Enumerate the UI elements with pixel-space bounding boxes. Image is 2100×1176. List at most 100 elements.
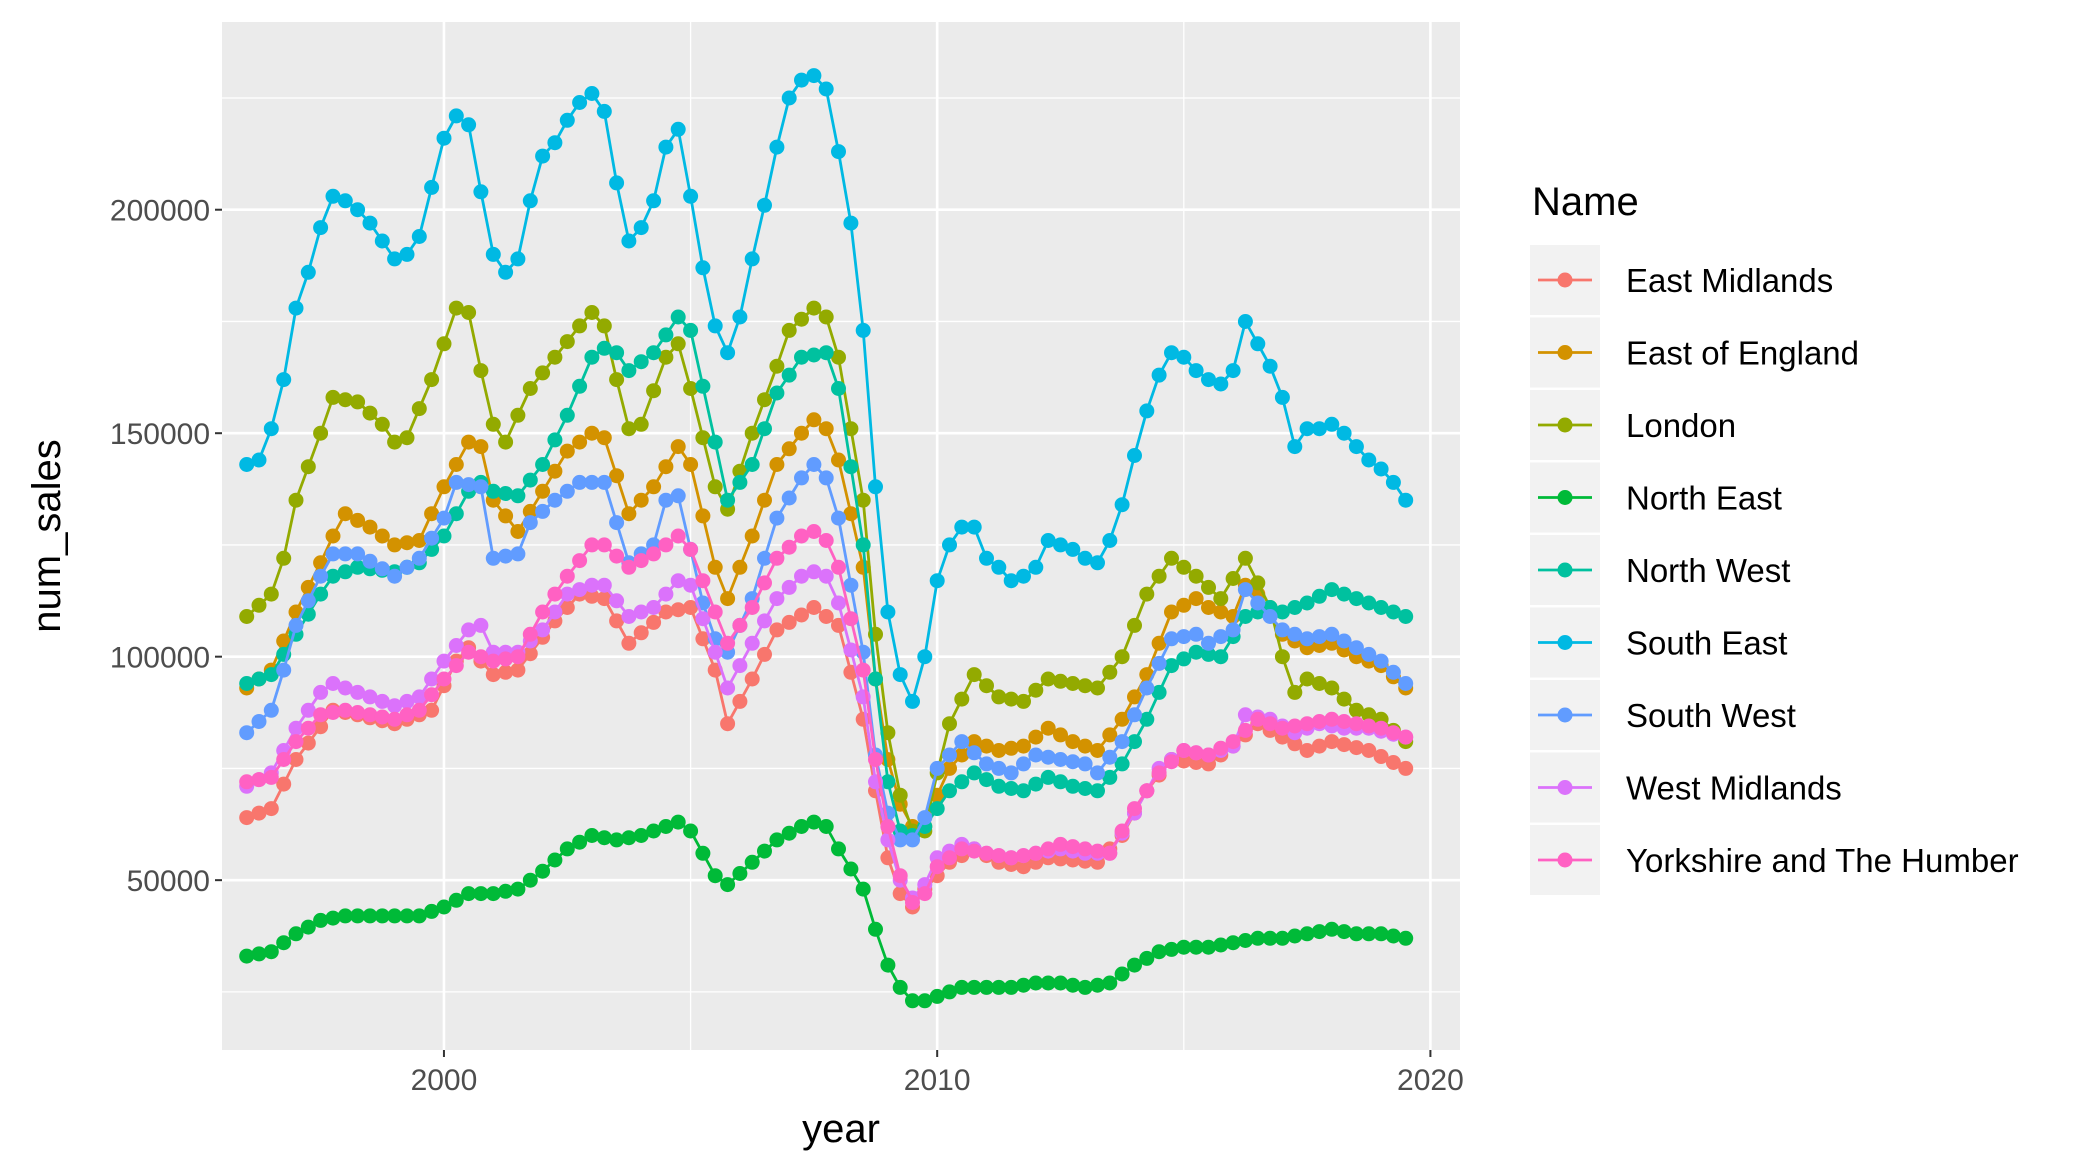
data-point-south-east <box>646 193 662 209</box>
data-point-london <box>942 716 957 732</box>
data-point-south-east <box>868 479 883 495</box>
data-point-north-east <box>399 908 415 924</box>
data-point-east-midlands <box>1336 737 1352 753</box>
data-point-east-of-england <box>1127 689 1142 705</box>
data-point-london <box>806 300 822 316</box>
data-point-west-midlands <box>325 676 341 691</box>
data-point-london <box>313 425 329 441</box>
data-point-east-midlands <box>658 604 674 620</box>
data-point-north-west <box>843 459 859 475</box>
data-point-east-of-england <box>1151 635 1167 651</box>
data-point-south-east <box>510 251 526 267</box>
data-point-london <box>1237 550 1253 566</box>
data-point-south-east <box>1336 425 1352 441</box>
data-point-south-west <box>239 725 255 741</box>
data-point-south-east <box>1311 421 1327 437</box>
data-point-east-midlands <box>485 667 501 683</box>
data-point-north-west <box>880 774 896 790</box>
data-point-yorkshire-and-the-humber <box>707 604 723 620</box>
data-point-east-midlands <box>1311 738 1327 754</box>
data-point-north-west <box>584 349 600 365</box>
data-point-north-east <box>646 823 662 839</box>
data-point-north-east <box>1398 930 1414 946</box>
series-south-west <box>239 457 1414 848</box>
data-point-west-midlands <box>411 689 427 705</box>
data-point-north-east <box>868 921 883 937</box>
data-point-north-east <box>732 866 748 881</box>
data-point-north-east <box>695 845 711 861</box>
data-point-north-west <box>732 474 748 490</box>
data-point-north-west <box>1151 684 1167 700</box>
data-point-north-west <box>1324 582 1340 598</box>
data-point-east-midlands <box>510 662 526 678</box>
data-point-south-east <box>313 220 329 236</box>
data-point-south-west <box>966 745 982 761</box>
data-point-south-west <box>1028 747 1044 763</box>
data-point-west-midlands <box>436 653 452 669</box>
data-point-east-midlands <box>424 702 440 718</box>
data-point-east-midlands <box>769 622 785 638</box>
legend-label: London <box>1626 407 1736 444</box>
data-point-west-midlands <box>596 577 612 593</box>
data-point-south-east <box>732 309 748 325</box>
data-point-south-east <box>1114 497 1130 513</box>
data-point-yorkshire-and-the-humber <box>1016 848 1031 864</box>
data-point-yorkshire-and-the-humber <box>1348 716 1364 732</box>
data-point-west-midlands <box>744 635 760 651</box>
data-point-london <box>374 416 390 432</box>
data-point-east-of-england <box>670 439 686 455</box>
data-point-west-midlands <box>473 617 489 633</box>
data-point-north-east <box>1262 930 1278 946</box>
data-point-north-east <box>461 886 477 902</box>
data-point-east-of-england <box>720 591 736 607</box>
data-point-north-east <box>288 926 304 942</box>
data-point-south-west <box>1114 734 1130 750</box>
data-point-south-west <box>1213 629 1229 645</box>
data-point-north-west <box>251 671 267 687</box>
y-tick-label: 200000 <box>110 195 210 228</box>
data-point-south-east <box>276 372 292 388</box>
data-point-north-west <box>1164 658 1179 674</box>
data-point-london <box>1225 571 1241 586</box>
data-point-west-midlands <box>300 702 316 718</box>
data-point-west-midlands <box>683 577 699 593</box>
data-point-london <box>461 305 477 320</box>
data-point-south-west <box>1102 749 1118 765</box>
minor-gridlines <box>196 22 1460 1050</box>
data-point-yorkshire-and-the-humber <box>744 600 760 615</box>
data-point-london <box>1274 649 1290 665</box>
data-point-east-midlands <box>1385 755 1401 770</box>
data-point-north-east <box>572 834 588 850</box>
data-point-east-midlands <box>670 602 686 618</box>
data-point-yorkshire-and-the-humber <box>1139 783 1155 799</box>
data-point-south-west <box>288 617 304 633</box>
data-point-west-midlands <box>720 680 736 696</box>
data-point-london <box>1003 691 1019 707</box>
data-point-west-midlands <box>633 604 649 620</box>
data-point-north-west <box>646 345 662 361</box>
data-point-north-east <box>609 832 625 848</box>
data-point-south-east <box>424 179 440 195</box>
data-point-east-of-england <box>572 434 588 450</box>
data-point-north-west <box>522 472 538 488</box>
data-point-south-east <box>448 108 464 124</box>
data-point-london <box>843 421 859 437</box>
data-point-yorkshire-and-the-humber <box>522 626 538 642</box>
data-point-south-west <box>1262 609 1278 624</box>
y-tick-label: 100000 <box>110 642 210 675</box>
data-point-yorkshire-and-the-humber <box>1274 720 1290 736</box>
legend-label: South East <box>1626 625 1787 662</box>
data-point-south-east <box>461 117 477 133</box>
data-point-north-east <box>251 946 267 962</box>
data-point-west-midlands <box>362 689 378 705</box>
data-point-east-of-england <box>559 443 575 459</box>
data-point-west-midlands <box>535 622 551 638</box>
data-point-north-east <box>1127 957 1142 973</box>
data-point-north-west <box>1188 644 1204 660</box>
data-point-south-west <box>1237 582 1253 598</box>
data-point-west-midlands <box>313 684 329 700</box>
data-point-north-west <box>794 349 809 365</box>
data-point-london <box>769 358 785 374</box>
data-point-south-west <box>461 477 477 493</box>
data-point-north-west <box>436 528 452 544</box>
